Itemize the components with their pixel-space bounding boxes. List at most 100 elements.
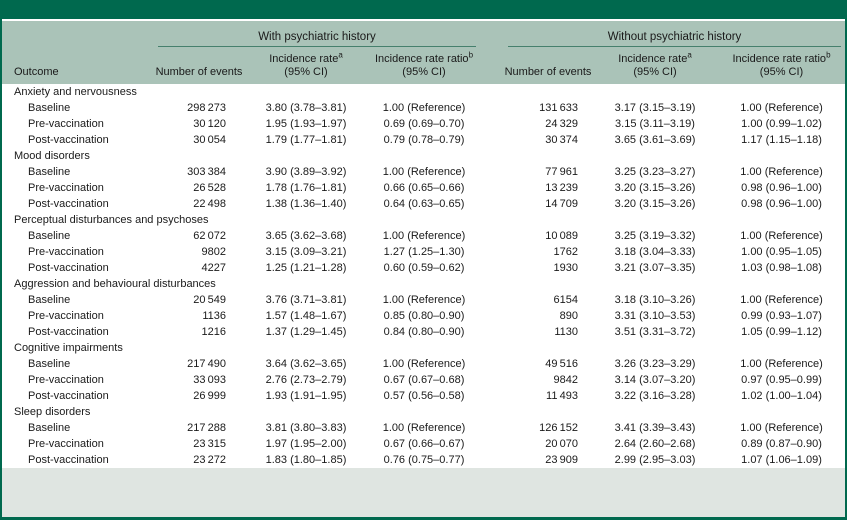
data-row: Post-vaccination 23 272 1.83 (1.80–1.85) 0.… [2, 452, 845, 468]
rate-with-cell: 1.95 (1.93–1.97) [265, 118, 347, 130]
footnote-a-marker: a [687, 50, 692, 60]
rate-with-cell: 1.38 (1.36–1.40) [265, 198, 347, 210]
ratio-without-cell: 0.98 (0.96–1.00) [741, 198, 822, 210]
footnote-b-marker: b [826, 50, 831, 60]
rate-with-cell: 3.15 (3.09–3.21) [265, 246, 347, 258]
period-label: Pre-vaccination [28, 118, 104, 130]
ratio-ci-label: (95% CI) [759, 66, 804, 78]
section-header-row: Mood disorders [2, 148, 845, 164]
data-row: Baseline 217 288 3.81 (3.80–3.83) 1.00 (Ref… [2, 420, 845, 436]
rate-without-cell: 3.51 (3.31–3.72) [614, 326, 696, 338]
events-without-cell: 23 909 [545, 454, 579, 466]
col-header-outcome: Outcome [2, 47, 154, 84]
data-row: Baseline 303 384 3.90 (3.89–3.92) 1.00 (Ref… [2, 164, 845, 180]
period-label: Pre-vaccination [28, 438, 104, 450]
rate-with-cell: 3.65 (3.62–3.68) [265, 230, 347, 242]
events-without-cell: 126 152 [539, 422, 579, 434]
rate-without-cell: 2.99 (2.95–3.03) [614, 454, 696, 466]
period-label: Baseline [28, 166, 71, 178]
ratio-without-cell: 1.00 (Reference) [740, 358, 823, 370]
period-label: Pre-vaccination [28, 246, 104, 258]
ratio-with-cell: 1.00 (Reference) [382, 102, 466, 114]
col-header-events-without: Number of events [504, 47, 593, 84]
ratio-with-cell: 0.66 (0.65–0.66) [383, 182, 465, 194]
events-with-cell: 30 054 [193, 134, 226, 146]
ratio-without-cell: 1.00 (Reference) [740, 166, 823, 178]
rate-without-cell: 3.22 (3.16–3.28) [614, 390, 696, 402]
events-without-cell: 131 633 [539, 102, 579, 114]
period-label: Post-vaccination [28, 198, 109, 210]
ratio-without-cell: 0.89 (0.87–0.90) [741, 438, 822, 450]
rate-with-cell: 1.25 (1.21–1.28) [265, 262, 347, 274]
events-with-cell: 26 528 [193, 182, 226, 194]
gap-cell [480, 292, 504, 308]
events-with-cell: 23 272 [193, 454, 226, 466]
rate-without-cell: 3.31 (3.10–3.53) [614, 310, 696, 322]
rate-with-cell: 3.80 (3.78–3.81) [265, 102, 347, 114]
ratio-without-cell: 1.07 (1.06–1.09) [741, 454, 822, 466]
gap-cell [480, 180, 504, 196]
period-label: Baseline [28, 294, 71, 306]
ratio-with-cell: 1.00 (Reference) [382, 358, 466, 370]
rate-without-cell: 3.25 (3.23–3.27) [614, 166, 696, 178]
rate-without-cell: 3.15 (3.11–3.19) [615, 118, 695, 130]
rate-without-cell: 3.18 (3.10–3.26) [614, 294, 696, 306]
period-label: Pre-vaccination [28, 310, 104, 322]
ratio-with-cell: 0.76 (0.75–0.77) [383, 454, 465, 466]
gap-cell [480, 452, 504, 468]
events-without-cell: 14 709 [545, 198, 579, 210]
rate-label: Incidence rate [269, 53, 339, 65]
table-header: With psychiatric history Without psychia… [2, 21, 845, 84]
rate-ci-label: (95% CI) [284, 66, 328, 78]
events-with-cell: 62 072 [193, 230, 226, 242]
section-header-row: Anxiety and nervousness [2, 84, 845, 100]
ratio-without-cell: 0.97 (0.95–0.99) [741, 374, 822, 386]
gap-cell [480, 100, 504, 116]
ratio-with-cell: 1.00 (Reference) [382, 166, 466, 178]
group-gap [480, 21, 505, 47]
data-row: Pre-vaccination 26 528 1.78 (1.76–1.81) 0.6… [2, 180, 845, 196]
rate-with-cell: 1.93 (1.91–1.95) [265, 390, 347, 402]
ratio-without-cell: 1.17 (1.15–1.18) [741, 134, 822, 146]
rate-with-cell: 1.78 (1.76–1.81) [265, 182, 347, 194]
gap-cell [480, 228, 504, 244]
events-without-cell: 11 493 [546, 390, 579, 402]
col-header-ratio-with: Incidence rate ratiob (95% CI) [368, 47, 481, 84]
ratio-without-cell: 1.02 (1.00–1.04) [741, 390, 822, 402]
events-with-cell: 33 093 [193, 374, 226, 386]
events-with-cell: 217 490 [187, 358, 226, 370]
section-name: Cognitive impairments [14, 342, 123, 354]
events-with-cell: 303 384 [187, 166, 226, 178]
rate-with-cell: 1.79 (1.77–1.81) [265, 134, 347, 146]
events-with-cell: 1136 [202, 310, 226, 322]
ratio-with-cell: 1.00 (Reference) [382, 422, 466, 434]
data-row: Baseline 20 549 3.76 (3.71–3.81) 1.00 (Refe… [2, 292, 845, 308]
ratio-label: Incidence rate ratio [375, 53, 469, 65]
section-header-row: Aggression and behavioural disturbances [2, 276, 845, 292]
data-row: Baseline 217 490 3.64 (3.62–3.65) 1.00 (Ref… [2, 356, 845, 372]
col-header-rate-with: Incidence ratea (95% CI) [244, 47, 368, 84]
rate-without-cell: 3.18 (3.04–3.33) [614, 246, 696, 258]
col-header-ratio-without: Incidence rate ratiob (95% CI) [718, 47, 845, 84]
ratio-with-cell: 1.27 (1.25–1.30) [383, 246, 465, 258]
rate-with-cell: 1.97 (1.95–2.00) [265, 438, 347, 450]
ratio-without-cell: 1.05 (0.99–1.12) [741, 326, 822, 338]
period-label: Post-vaccination [28, 454, 109, 466]
section-name: Perceptual disturbances and psychoses [14, 214, 209, 226]
col-header-rate-without: Incidence ratea (95% CI) [592, 47, 719, 84]
ratio-with-cell: 0.57 (0.56–0.58) [383, 390, 465, 402]
ratio-without-cell: 1.00 (0.95–1.05) [741, 246, 822, 258]
gap-cell [480, 372, 504, 388]
section-header-row: Cognitive impairments [2, 340, 845, 356]
period-label: Post-vaccination [28, 262, 109, 274]
period-label: Pre-vaccination [28, 374, 104, 386]
incidence-rate-table: With psychiatric history Without psychia… [2, 21, 845, 468]
events-without-cell: 6154 [553, 294, 579, 306]
events-with-cell: 298 273 [187, 102, 226, 114]
ratio-without-cell: 1.00 (Reference) [740, 294, 823, 306]
rate-without-cell: 3.26 (3.23–3.29) [614, 358, 696, 370]
group-header-spacer [2, 21, 154, 47]
period-label: Post-vaccination [28, 134, 109, 146]
ratio-with-cell: 0.67 (0.67–0.68) [383, 374, 465, 386]
